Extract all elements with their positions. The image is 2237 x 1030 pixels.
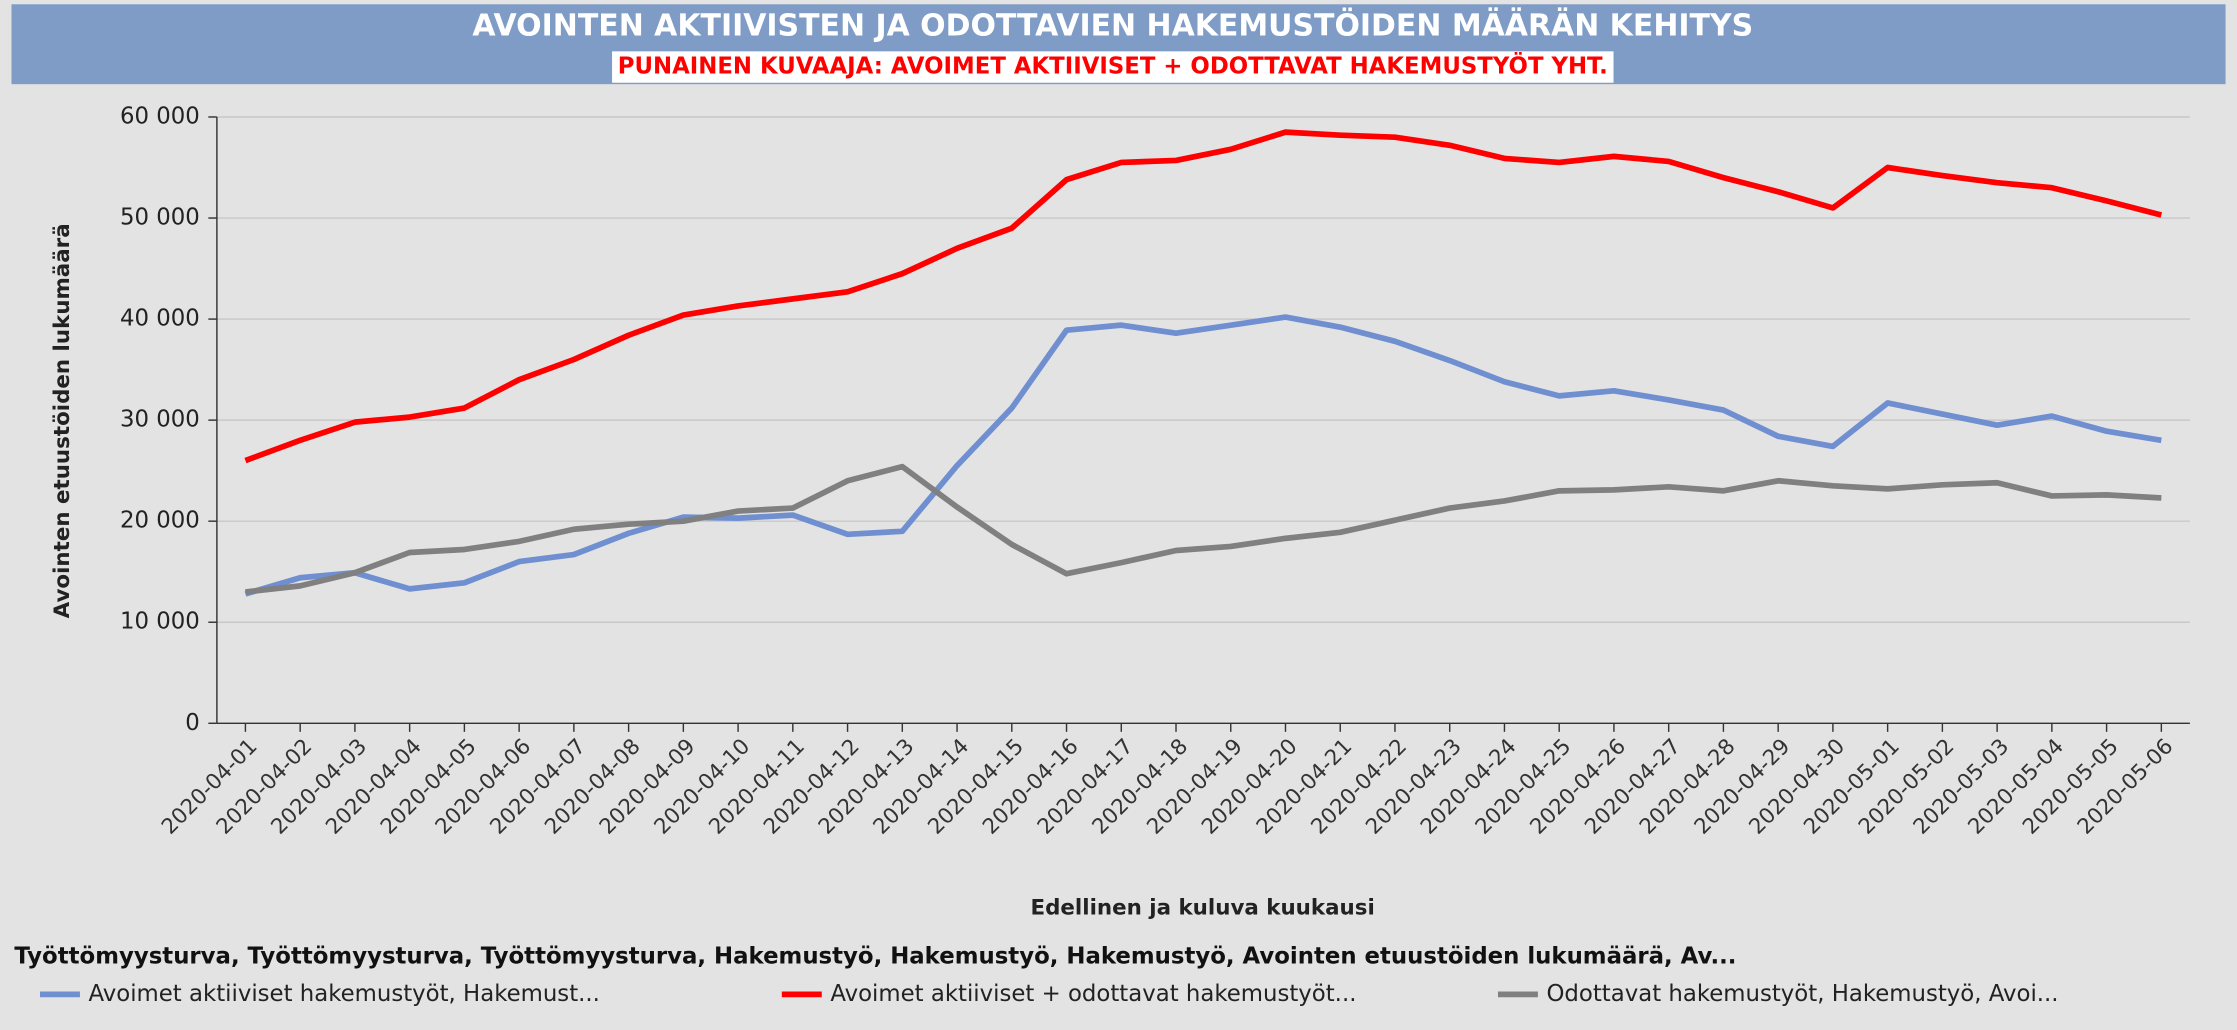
series-line xyxy=(244,314,2162,597)
legend-label: Avoimet aktiiviset hakemustyöt, Hakemust… xyxy=(89,981,600,1007)
series-line xyxy=(244,129,2163,464)
y-tick-label: 60 000 xyxy=(120,103,200,129)
y-tick-label: 0 xyxy=(185,710,200,736)
y-axis-label: Avointen etuustöiden lukumäärä xyxy=(50,223,75,618)
chart-title: AVOINTEN AKTIIVISTEN JA ODOTTAVIEN HAKEM… xyxy=(472,7,1753,44)
y-tick-label: 10 000 xyxy=(120,609,200,635)
series-line xyxy=(245,463,2162,595)
y-tick-label: 40 000 xyxy=(120,306,200,332)
y-tick-label: 20 000 xyxy=(120,508,200,534)
legend-label: Avoimet aktiiviset + odottavat hakemusty… xyxy=(830,981,1356,1007)
legend-title: Työttömyysturva, Työttömyysturva, Työttö… xyxy=(14,944,1736,970)
chart-subtitle: PUNAINEN KUVAAJA: AVOIMET AKTIIVISET + O… xyxy=(618,52,1608,80)
subtitle-background xyxy=(612,51,1614,83)
x-axis-label: Edellinen ja kuluva kuukausi xyxy=(1031,896,1375,921)
y-tick-label: 30 000 xyxy=(120,407,200,433)
y-tick-label: 50 000 xyxy=(120,205,200,231)
legend-label: Odottavat hakemustyöt, Hakemustyö, Avoi.… xyxy=(1546,981,2058,1007)
